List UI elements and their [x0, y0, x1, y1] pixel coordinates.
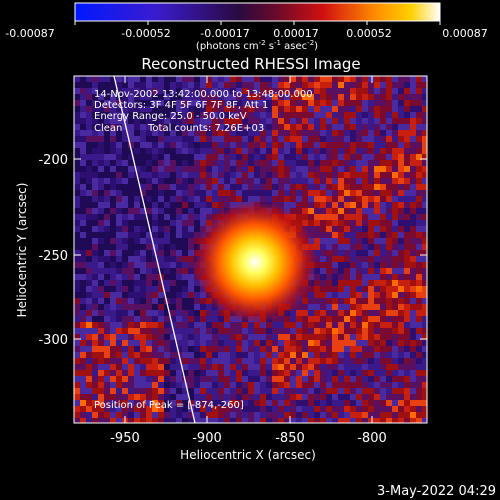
colorbar-ticks [74, 21, 441, 25]
x-tick-2: -850 [275, 431, 305, 446]
annotation-energy: Energy Range: 25.0 - 50.0 keV [94, 111, 247, 122]
footer-date: 3-May-2022 04:29 [377, 484, 496, 499]
x-tick-1: -900 [192, 431, 222, 446]
colorbar-tick-4: 0.00052 [346, 27, 392, 40]
y-tick-2: -300 [38, 333, 68, 348]
annotation-peak: Position of Peak = [-874,-260] [94, 400, 244, 411]
colorbar [74, 2, 441, 22]
y-tick-1: -250 [38, 249, 68, 264]
plot-frame [73, 75, 428, 424]
y-tick-0: -200 [38, 153, 68, 168]
colorbar-tick-5: 0.00087 [442, 27, 488, 40]
x-axis-label: Heliocentric X (arcsec) [180, 448, 316, 462]
plot-title: Reconstructed RHESSI Image [141, 55, 360, 73]
colorbar-tick-3: 0.00017 [273, 27, 319, 40]
colorbar-tick-1: -0.00052 [121, 27, 170, 40]
y-axis-ticks [74, 158, 427, 340]
x-tick-0: -950 [110, 431, 140, 446]
solar-limb-line [113, 76, 196, 423]
colorbar-tick-2: -0.00017 [200, 27, 249, 40]
colorbar-units: (photons cm-2 s-1 asec-2) [196, 39, 318, 52]
y-axis-label: Heliocentric Y (arcsec) [15, 183, 29, 318]
annotation-method: Clean [94, 123, 122, 134]
x-tick-3: -800 [357, 431, 387, 446]
rhessi-image [74, 76, 427, 423]
annotation-detectors: Detectors: 3F 4F 5F 6F 7F 8F, Att 1 [94, 100, 268, 111]
x-axis-ticks [124, 76, 373, 423]
annotation-time-range: 14-Nov-2002 13:42:00.000 to 13:48:00.000 [94, 89, 313, 100]
annotation-counts: Total counts: 7.26E+03 [147, 123, 264, 134]
colorbar-tick-0: -0.00087 [5, 27, 54, 40]
